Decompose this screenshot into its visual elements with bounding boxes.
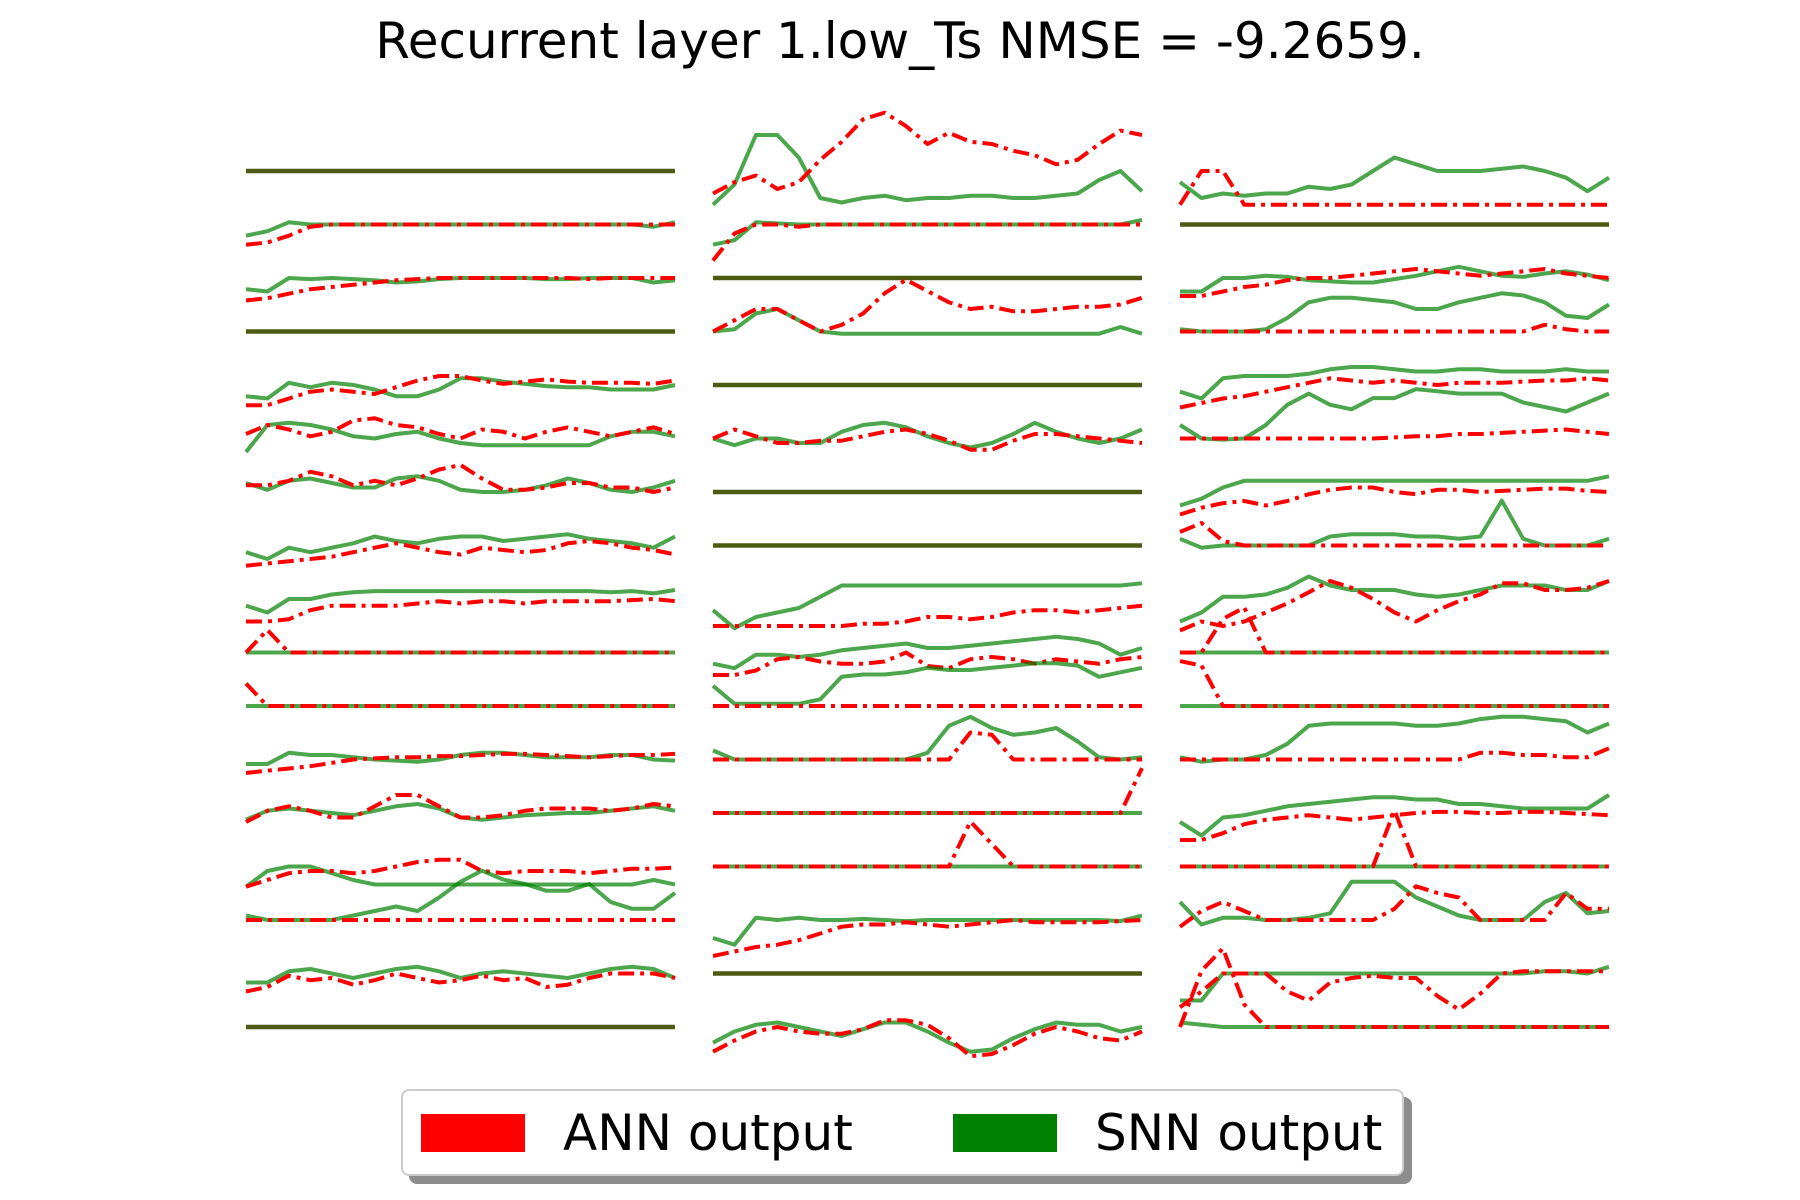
ann-trace-c2-15	[712, 918, 1143, 958]
ann-trace-c2-14	[713, 819, 1142, 869]
legend-item-snn: SNN output	[953, 1091, 1382, 1174]
ann-trace-c1-12	[245, 751, 676, 775]
ann-trace-c3-5	[1179, 376, 1610, 410]
ann-trace-c1-8	[245, 539, 676, 568]
snn-trace-c1-9	[245, 588, 676, 615]
ann-trace-c3-10	[1180, 605, 1609, 655]
ann-trace-c1-14	[245, 857, 676, 889]
snn-trace-c2-1	[711, 133, 1144, 207]
ann-trace-c2-4	[712, 277, 1143, 334]
snn-trace-c1-5	[245, 376, 676, 401]
snn-trace-c3-3	[1180, 264, 1610, 294]
ann-trace-c1-9	[246, 597, 676, 624]
ann-trace-c2-17	[712, 1018, 1143, 1059]
snn-trace-c3-5	[1179, 365, 1609, 401]
snn-trace-c1-8	[245, 532, 676, 561]
snn-trace-c2-11	[711, 661, 1143, 706]
legend: ANN output SNN output	[401, 1089, 1404, 1176]
ann-trace-c2-1	[712, 110, 1143, 196]
ann-trace-c3-11	[1179, 659, 1609, 708]
ann-trace-c2-13	[713, 767, 1144, 815]
legend-swatch-snn	[953, 1113, 1057, 1152]
ann-trace-c1-16	[245, 971, 676, 994]
ann-trace-c3-15	[1178, 884, 1609, 929]
legend-swatch-ann	[421, 1113, 525, 1152]
snn-trace-c3-13	[1178, 793, 1611, 838]
ann-trace-c3-6	[1180, 427, 1610, 441]
ann-trace-c1-10	[244, 628, 675, 655]
ann-trace-c3-1	[1178, 169, 1609, 207]
ann-trace-c3-8	[1179, 521, 1609, 548]
ann-trace-c1-7	[246, 463, 676, 494]
ann-trace-c1-5	[246, 374, 676, 408]
ann-trace-c1-2	[245, 222, 675, 247]
snn-trace-c2-4	[712, 307, 1143, 336]
ann-trace-c2-9	[713, 603, 1143, 628]
snn-trace-c3-15	[1178, 879, 1610, 927]
ann-trace-c2-6	[712, 427, 1143, 452]
snn-trace-c1-16	[246, 964, 676, 985]
ann-trace-c3-14	[1180, 808, 1609, 869]
legend-item-ann: ANN output	[421, 1091, 853, 1174]
snn-trace-c2-6	[712, 420, 1143, 450]
ann-trace-c2-12	[713, 730, 1142, 762]
ann-trace-c3-17	[1178, 946, 1609, 1029]
ann-trace-c1-11	[244, 682, 675, 708]
ann-trace-c3-13	[1180, 809, 1610, 842]
ann-trace-c3-7	[1179, 485, 1610, 517]
ann-trace-c3-4	[1180, 322, 1609, 334]
trace-group	[244, 110, 1611, 1059]
ann-trace-c2-2	[711, 222, 1142, 262]
snn-trace-c3-1	[1178, 155, 1611, 200]
snn-trace-c3-6	[1178, 387, 1610, 442]
ann-trace-c1-6	[245, 416, 676, 441]
ann-trace-c1-3	[245, 276, 675, 303]
snn-trace-c3-7	[1179, 474, 1610, 508]
snn-trace-c2-15	[712, 913, 1143, 947]
snn-trace-c2-9	[711, 581, 1143, 631]
legend-label-snn: SNN output	[1095, 1103, 1383, 1162]
ann-trace-c3-3	[1180, 267, 1610, 298]
snn-trace-c3-9	[1179, 574, 1610, 624]
snn-trace-c2-10	[712, 634, 1143, 671]
ann-trace-c1-13	[245, 793, 676, 824]
legend-label-ann: ANN output	[563, 1103, 853, 1162]
snn-trace-c1-14	[244, 864, 676, 889]
snn-trace-c2-17	[712, 1020, 1143, 1054]
ann-trace-c3-12	[1180, 746, 1610, 762]
snn-trace-c1-6	[244, 420, 676, 454]
snn-trace-c3-8	[1179, 498, 1610, 550]
ann-trace-c3-16	[1178, 969, 1609, 1012]
snn-trace-c1-15	[245, 868, 677, 922]
chart-title: Recurrent layer 1.low_Ts NMSE = -9.2659.	[375, 12, 1425, 70]
snn-trace-c1-7	[245, 474, 676, 494]
snn-trace-c2-12	[712, 714, 1143, 762]
